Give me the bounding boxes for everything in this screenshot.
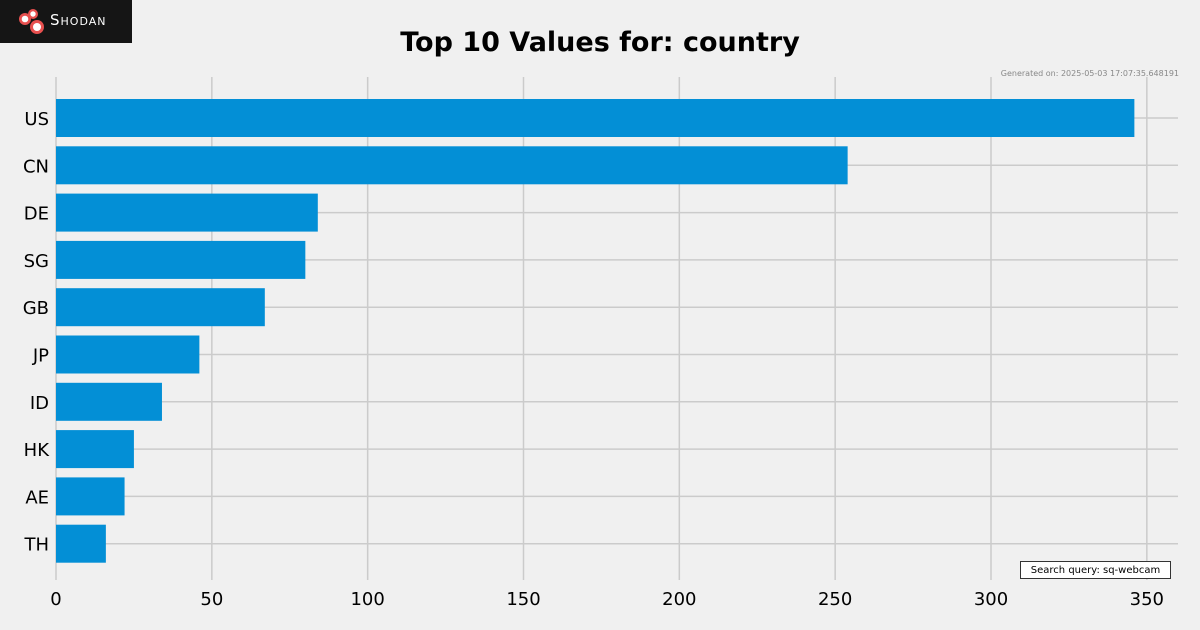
shodan-logo-icon — [19, 9, 44, 34]
x-tick-labels: 0 50 100 150 200 250 300 350 — [50, 589, 1164, 610]
bar-gb — [56, 288, 265, 327]
x-tick-label: 300 — [974, 589, 1008, 610]
x-tick-label: 250 — [818, 589, 852, 610]
bar-jp — [56, 335, 200, 374]
bar-sg — [56, 240, 306, 279]
x-tick-label: 0 — [50, 589, 61, 610]
category-label: TH — [23, 535, 49, 556]
bar-us — [56, 99, 1135, 137]
search-query-box: Search query: sq-webcam — [1020, 561, 1171, 579]
bar-id — [56, 382, 162, 421]
category-label: JP — [32, 346, 49, 367]
category-label: ID — [30, 393, 49, 414]
category-label: HK — [24, 440, 51, 461]
x-tick-label: 100 — [350, 589, 384, 610]
category-label: GB — [23, 298, 49, 319]
category-labels: US CN DE SG GB JP ID HK AE TH — [23, 109, 50, 556]
bar-ae — [56, 477, 125, 516]
bars — [56, 99, 1135, 563]
category-label: SG — [24, 251, 49, 272]
category-label: DE — [24, 204, 49, 225]
x-tick-label: 150 — [506, 589, 540, 610]
x-tick-label: 350 — [1130, 589, 1164, 610]
generated-timestamp: Generated on: 2025-05-03 17:07:35.648191 — [1000, 69, 1179, 78]
x-tick-label: 50 — [200, 589, 223, 610]
shodan-logo: Shodan — [0, 0, 132, 43]
chart-title: Top 10 Values for: country — [400, 27, 800, 58]
bar-hk — [56, 430, 134, 469]
bar-th — [56, 524, 106, 563]
x-tick-label: 200 — [662, 589, 696, 610]
logo-text: Shodan — [50, 11, 107, 29]
category-label: CN — [23, 156, 49, 177]
category-label: AE — [25, 487, 49, 508]
category-label: US — [24, 109, 49, 130]
bar-cn — [56, 146, 848, 185]
bar-de — [56, 193, 318, 232]
